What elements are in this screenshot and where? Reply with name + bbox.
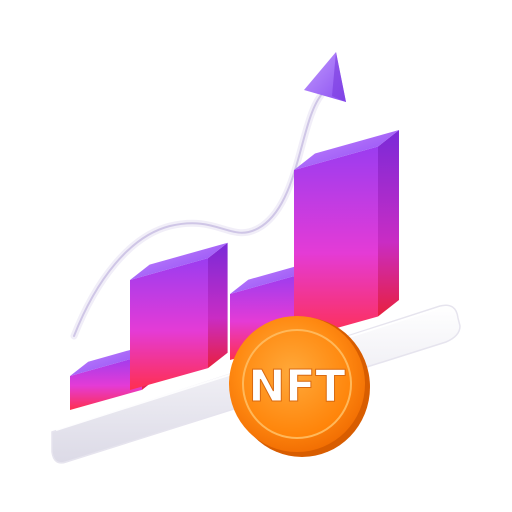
bar-4-front	[294, 146, 378, 340]
bar-4-top	[294, 129, 399, 170]
coin-label: NFT	[249, 361, 346, 412]
bar-2	[130, 242, 228, 390]
bar-2-front	[130, 258, 208, 390]
bar-4	[294, 129, 399, 340]
bar-2-top	[130, 242, 228, 280]
bar-1-front	[70, 355, 142, 410]
nft-coin-icon: NFT	[229, 316, 370, 457]
bar-2-side	[208, 242, 228, 369]
bar-group	[70, 129, 399, 410]
trend-up-arrow-icon	[70, 52, 346, 340]
bar-4-side	[378, 129, 399, 317]
